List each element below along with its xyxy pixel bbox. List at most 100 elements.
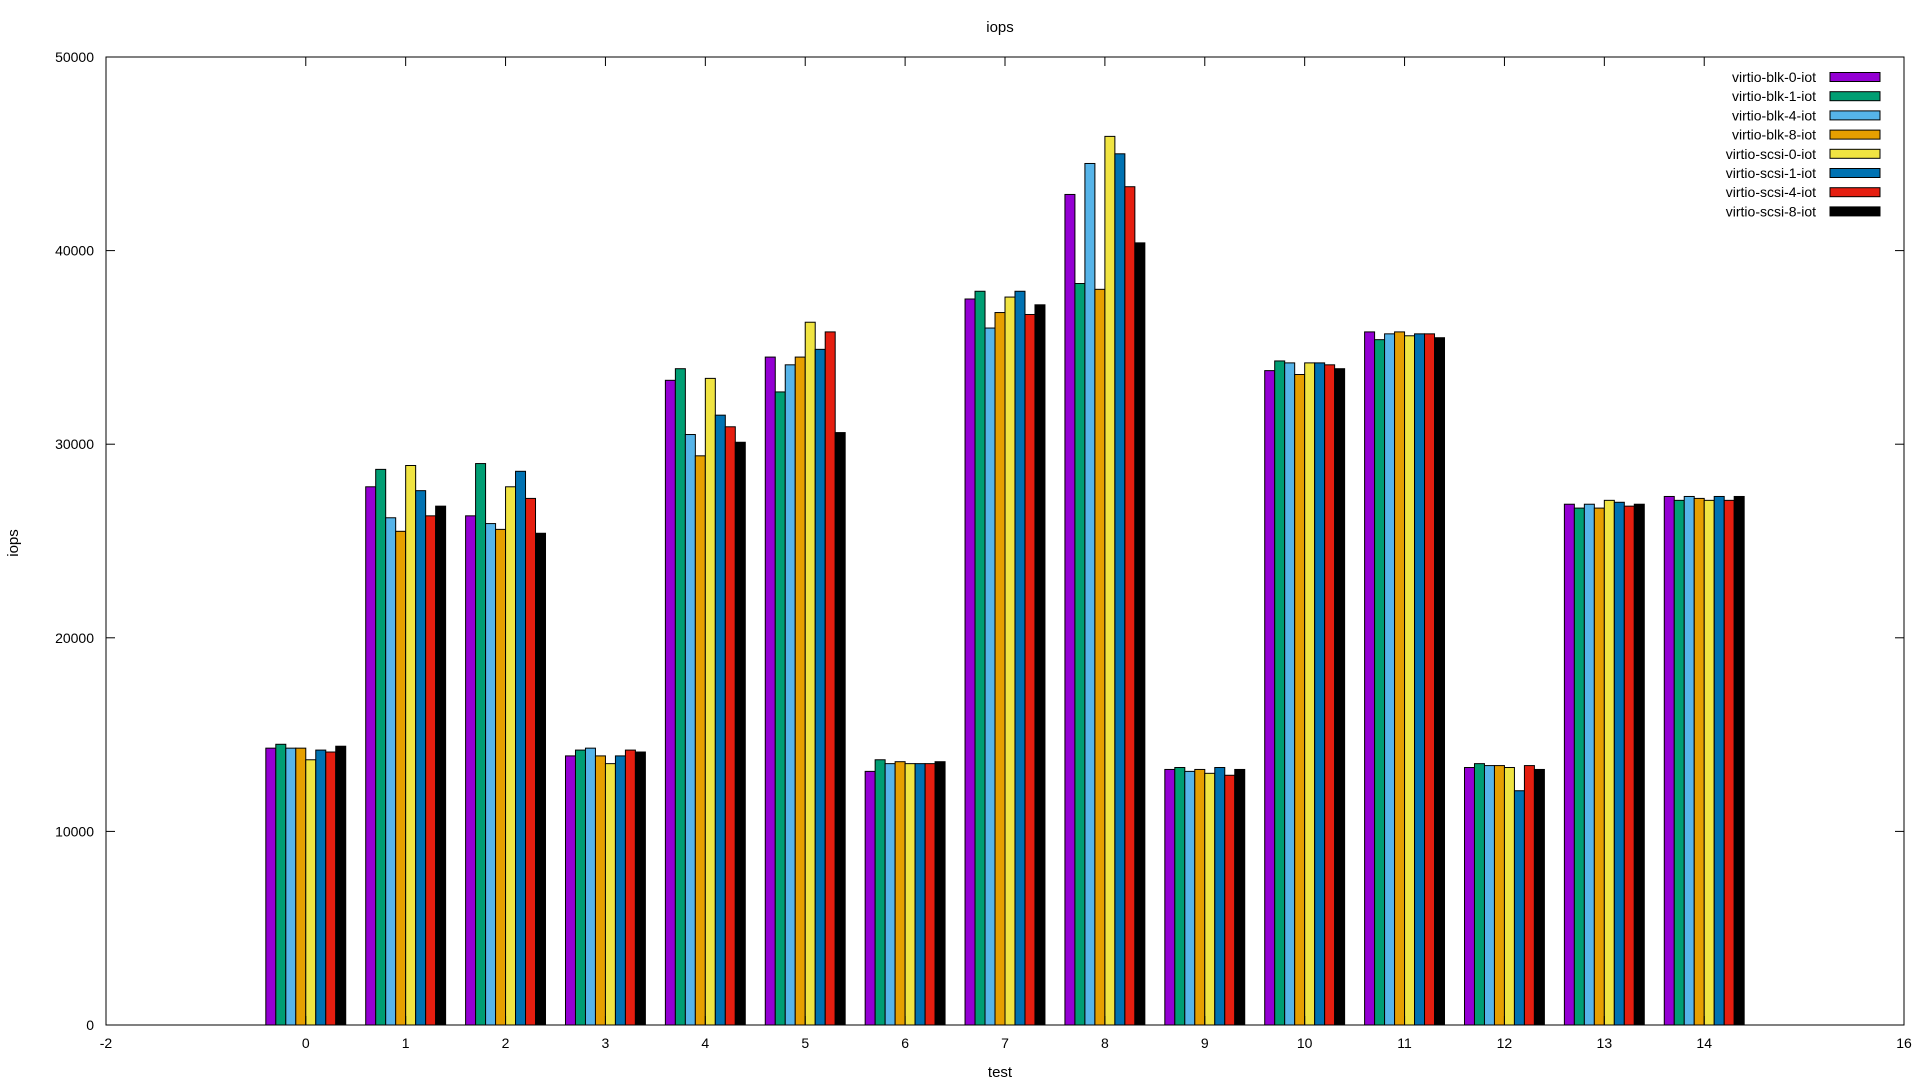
bar	[684, 434, 696, 1026]
bar	[1014, 290, 1026, 1026]
bar	[365, 486, 377, 1026]
bar	[335, 745, 347, 1026]
x-tick-label: 8	[1101, 1035, 1109, 1051]
bar	[904, 763, 916, 1026]
bar	[405, 465, 417, 1026]
bar	[1414, 333, 1426, 1026]
bar	[1673, 499, 1685, 1026]
y-tick-label: 20000	[55, 630, 94, 646]
bar	[884, 763, 896, 1026]
bar	[1174, 767, 1186, 1026]
bar	[874, 759, 886, 1026]
bar	[924, 763, 936, 1026]
bar	[574, 749, 586, 1026]
legend-label: virtio-scsi-8-iot	[1726, 203, 1816, 219]
bar	[1424, 333, 1436, 1026]
bar	[1573, 507, 1585, 1026]
bar	[784, 364, 796, 1026]
bar	[275, 743, 287, 1026]
bar	[475, 463, 487, 1026]
legend-swatch	[1829, 129, 1881, 140]
legend-label: virtio-scsi-4-iot	[1726, 184, 1816, 200]
y-axis-label: iops	[5, 529, 22, 557]
bar	[1084, 162, 1096, 1026]
bar	[774, 391, 786, 1026]
bar	[1164, 768, 1176, 1026]
legend-swatch	[1829, 148, 1881, 159]
bar	[1703, 499, 1715, 1026]
bar	[584, 747, 596, 1026]
bar	[1134, 242, 1146, 1026]
bar	[1374, 339, 1386, 1026]
bar	[894, 761, 906, 1026]
bar	[1663, 495, 1675, 1026]
bar	[1613, 501, 1625, 1026]
legend-label: virtio-blk-1-iot	[1732, 88, 1816, 104]
bar	[1324, 364, 1336, 1026]
legend-label: virtio-blk-8-iot	[1732, 127, 1816, 143]
bar	[1234, 768, 1246, 1026]
legend-swatch	[1829, 72, 1881, 82]
bar	[604, 763, 616, 1026]
bar	[864, 770, 876, 1026]
bar	[664, 379, 676, 1026]
bar	[1364, 331, 1376, 1026]
bar	[1523, 765, 1535, 1026]
bar	[1563, 503, 1575, 1026]
legend-swatch	[1829, 168, 1881, 178]
bar	[1693, 497, 1705, 1026]
bar	[305, 759, 317, 1026]
bar	[734, 441, 746, 1026]
bar	[1334, 368, 1346, 1026]
bar	[1583, 503, 1595, 1026]
bar	[614, 755, 626, 1026]
legend-swatch	[1829, 91, 1881, 102]
x-tick-label: 5	[801, 1035, 809, 1051]
bar	[1124, 186, 1136, 1026]
bar	[435, 505, 447, 1026]
bar	[814, 348, 826, 1026]
bar	[564, 755, 576, 1026]
legend-label: virtio-blk-4-iot	[1732, 107, 1816, 123]
bar	[634, 751, 646, 1026]
bar	[1404, 335, 1416, 1026]
y-tick-label: 30000	[55, 436, 94, 452]
plot-frame	[105, 56, 1905, 1026]
bar	[1104, 135, 1116, 1026]
bar	[594, 755, 606, 1026]
x-tick-label: 10	[1297, 1035, 1313, 1051]
x-tick-label: 3	[602, 1035, 610, 1051]
bar	[1434, 337, 1446, 1026]
bar	[1593, 507, 1605, 1026]
y-tick-label: 10000	[55, 823, 94, 839]
bar	[1503, 767, 1515, 1026]
bar	[425, 515, 437, 1026]
bar	[1394, 331, 1406, 1026]
bar	[285, 747, 297, 1026]
bar	[295, 747, 307, 1026]
chart-title: iops	[986, 19, 1014, 36]
bar	[714, 414, 726, 1026]
bar	[525, 497, 537, 1026]
bar	[964, 298, 976, 1026]
bar	[1713, 495, 1725, 1026]
x-tick-label: 12	[1497, 1035, 1513, 1051]
bar	[1384, 333, 1396, 1026]
x-tick-label: 16	[1896, 1035, 1912, 1051]
x-tick-label: 11	[1397, 1035, 1412, 1051]
legend-label: virtio-blk-0-iot	[1732, 69, 1816, 85]
bar	[1064, 193, 1076, 1026]
bar	[505, 486, 517, 1026]
y-tick-label: 50000	[55, 49, 94, 65]
bar	[914, 763, 926, 1026]
legend-swatch	[1829, 110, 1881, 121]
bar	[315, 749, 327, 1026]
bar	[465, 515, 477, 1026]
bar	[1194, 768, 1206, 1026]
x-tick-label: 6	[901, 1035, 909, 1051]
bar	[495, 528, 507, 1026]
x-tick-label: 1	[402, 1035, 410, 1051]
bar	[485, 523, 497, 1026]
legend-label: virtio-scsi-1-iot	[1726, 165, 1816, 181]
